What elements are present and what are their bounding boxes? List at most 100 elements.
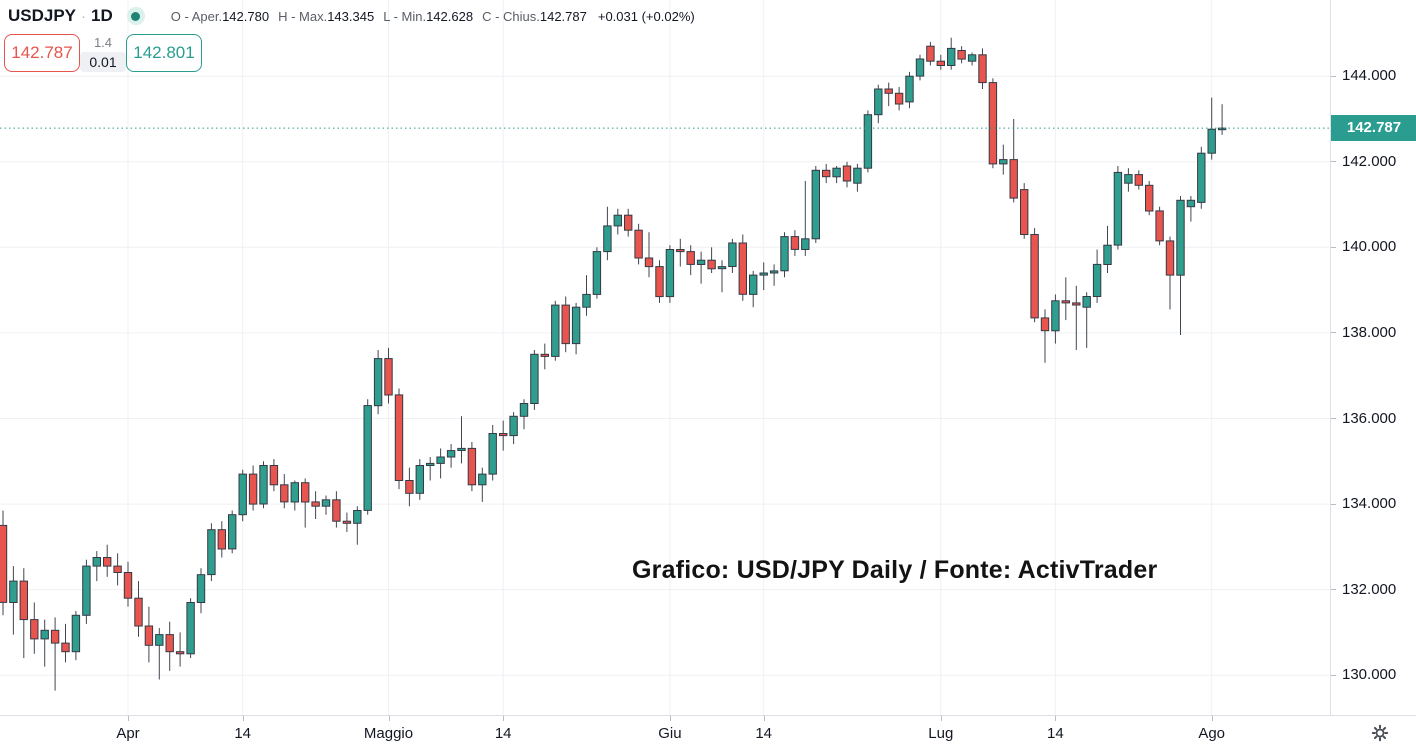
price-scale[interactable]: 144.000 142.000 140.000 138.000 136.000 134.0…: [1330, 0, 1416, 715]
candle[interactable]: [1103, 225, 1112, 273]
candle[interactable]: [874, 84, 883, 124]
candle[interactable]: [394, 388, 404, 490]
candle[interactable]: [373, 350, 383, 415]
candle[interactable]: [342, 512, 352, 532]
candle[interactable]: [144, 606, 154, 663]
candle[interactable]: [1061, 277, 1070, 321]
candle[interactable]: [801, 181, 810, 256]
candle[interactable]: [696, 251, 706, 284]
candle[interactable]: [1145, 181, 1154, 216]
sell-bid-button[interactable]: 142.787: [4, 34, 80, 72]
candle[interactable]: [238, 469, 247, 522]
candle[interactable]: [551, 300, 560, 361]
candle[interactable]: [811, 166, 820, 243]
candle[interactable]: [1020, 183, 1029, 239]
candle[interactable]: [582, 275, 591, 316]
candle[interactable]: [290, 480, 300, 511]
candle[interactable]: [717, 260, 727, 293]
candle[interactable]: [592, 247, 602, 299]
candle[interactable]: [228, 510, 237, 554]
candle[interactable]: [19, 568, 29, 659]
market-status-icon[interactable]: [126, 7, 145, 25]
candle[interactable]: [321, 495, 331, 515]
candle[interactable]: [1124, 168, 1133, 192]
buy-ask-button[interactable]: 142.801: [126, 34, 202, 72]
candle[interactable]: [1217, 104, 1227, 135]
candle[interactable]: [269, 459, 279, 492]
candle[interactable]: [457, 416, 466, 464]
candle[interactable]: [446, 444, 456, 468]
candle[interactable]: [1009, 119, 1018, 203]
symbol-title[interactable]: USDJPY: [8, 6, 77, 25]
candle[interactable]: [1155, 206, 1164, 246]
candle[interactable]: [738, 234, 747, 301]
candle[interactable]: [280, 474, 289, 509]
candle[interactable]: [863, 110, 873, 173]
candle[interactable]: [613, 208, 622, 235]
candle[interactable]: [9, 566, 18, 635]
candle[interactable]: [728, 238, 737, 273]
candle[interactable]: [509, 412, 518, 445]
candle[interactable]: [832, 166, 841, 184]
candle[interactable]: [0, 510, 8, 616]
candle[interactable]: [353, 506, 362, 545]
candle[interactable]: [175, 632, 185, 667]
candle[interactable]: [1134, 170, 1143, 190]
candle[interactable]: [71, 611, 81, 661]
candle[interactable]: [499, 420, 508, 451]
candle[interactable]: [332, 491, 341, 528]
candle[interactable]: [311, 491, 320, 519]
candle[interactable]: [488, 424, 497, 481]
candle[interactable]: [436, 448, 445, 479]
candle[interactable]: [415, 459, 425, 500]
candle[interactable]: [1092, 249, 1102, 303]
candle[interactable]: [624, 208, 633, 237]
candle[interactable]: [707, 247, 716, 273]
candle[interactable]: [40, 619, 49, 667]
candle[interactable]: [50, 617, 60, 691]
candle[interactable]: [1051, 294, 1060, 344]
candle[interactable]: [780, 232, 789, 278]
candle[interactable]: [165, 621, 174, 671]
candle[interactable]: [769, 264, 779, 286]
candle[interactable]: [571, 302, 581, 355]
candle[interactable]: [1197, 146, 1206, 209]
chart-settings-button[interactable]: [1370, 724, 1390, 744]
candle[interactable]: [644, 232, 654, 278]
candle[interactable]: [905, 71, 914, 109]
candle[interactable]: [686, 245, 695, 276]
candle[interactable]: [1113, 166, 1123, 250]
candle[interactable]: [665, 245, 675, 303]
candle[interactable]: [363, 399, 372, 515]
candle[interactable]: [1072, 285, 1081, 350]
candle[interactable]: [519, 399, 529, 430]
candle[interactable]: [217, 521, 227, 558]
timeframe-label[interactable]: 1D: [91, 6, 113, 25]
candle[interactable]: [1165, 236, 1175, 310]
candle[interactable]: [978, 48, 987, 89]
time-scale[interactable]: Apr 14 Maggio 14 Giu 14 Lug 14 Ago: [0, 715, 1416, 751]
candle[interactable]: [853, 163, 862, 192]
candle[interactable]: [196, 568, 206, 614]
candle[interactable]: [759, 262, 768, 291]
candle[interactable]: [915, 54, 925, 81]
candle[interactable]: [30, 602, 39, 654]
candle[interactable]: [248, 465, 258, 511]
candle[interactable]: [186, 598, 195, 659]
candle[interactable]: [947, 37, 956, 70]
candle[interactable]: [478, 467, 487, 502]
candle[interactable]: [61, 623, 70, 663]
candle[interactable]: [103, 544, 112, 577]
candle[interactable]: [842, 161, 852, 188]
candle[interactable]: [207, 523, 216, 582]
candle[interactable]: [405, 467, 414, 507]
candle[interactable]: [134, 581, 143, 637]
candle[interactable]: [1082, 292, 1091, 348]
candle[interactable]: [259, 461, 268, 509]
candle[interactable]: [113, 553, 122, 586]
candle[interactable]: [301, 478, 310, 528]
candle[interactable]: [426, 457, 435, 481]
candle[interactable]: [1040, 309, 1050, 363]
candle[interactable]: [790, 230, 800, 256]
candle[interactable]: [82, 559, 91, 624]
